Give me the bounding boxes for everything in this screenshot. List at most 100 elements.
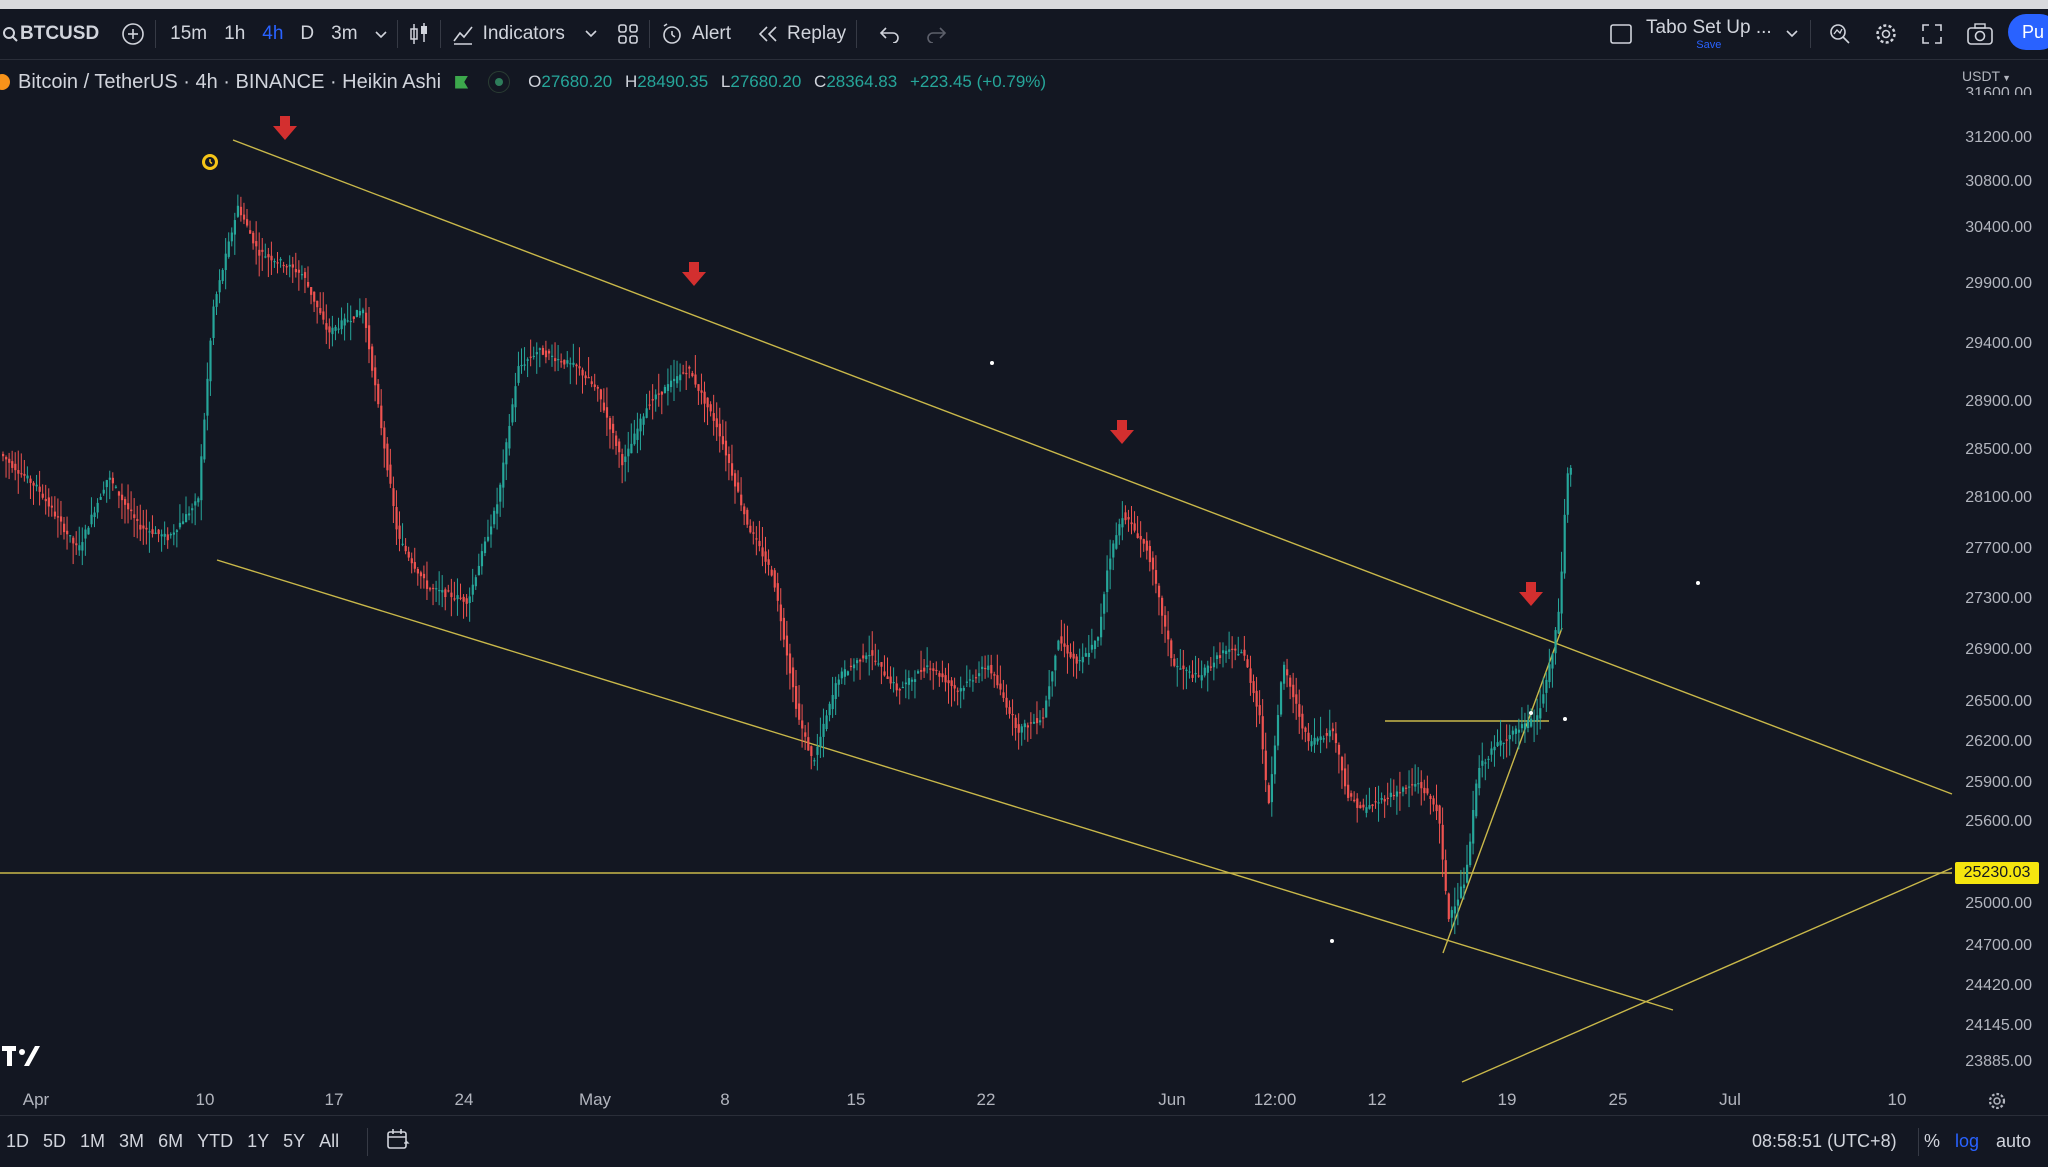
range-button-1m[interactable]: 1M (80, 1131, 106, 1151)
candle-body (1023, 723, 1026, 728)
clock[interactable]: 08:58:51 (UTC+8) (1752, 1131, 1897, 1151)
templates-button[interactable] (617, 9, 639, 59)
candle-body (130, 509, 133, 512)
candle-body (959, 688, 962, 692)
currency-selector[interactable]: USDT ▼ (1962, 68, 2011, 84)
candle-body (1124, 512, 1127, 521)
fullscreen-button[interactable] (1921, 9, 1943, 59)
candle-body (1057, 640, 1060, 650)
alert-clock-icon[interactable] (202, 154, 218, 170)
percent-toggle[interactable]: % (1924, 1131, 1941, 1151)
candle-body (1408, 786, 1411, 788)
candle-body (1279, 682, 1283, 715)
range-button-ytd[interactable]: YTD (197, 1131, 234, 1151)
chart-legend: Bitcoin / TetherUS · 4h · BINANCE · Heik… (0, 66, 1054, 98)
candle-body (682, 372, 685, 374)
range-button-1y[interactable]: 1Y (247, 1131, 270, 1151)
indicators-dropdown[interactable] (585, 9, 597, 59)
candle-body (560, 361, 563, 363)
interval-dropdown-icon[interactable] (374, 23, 387, 45)
candle-body (166, 534, 169, 541)
candle-body (862, 655, 865, 659)
trendlines[interactable] (0, 139, 1953, 1083)
candle-body (813, 760, 816, 762)
publish-button[interactable]: Pu (2008, 14, 2048, 50)
symbol-search[interactable]: BTCUSD (2, 9, 99, 59)
down-arrow-marker (1519, 582, 1543, 606)
range-button-5y[interactable]: 5Y (283, 1131, 306, 1151)
flag-icon[interactable] (455, 75, 469, 89)
range-button-6m[interactable]: 6M (158, 1131, 184, 1151)
grid-icon (618, 24, 638, 44)
candle-body (352, 316, 355, 319)
chart-type-button[interactable] (408, 9, 430, 59)
candle-body (47, 497, 50, 507)
candle-body (1530, 718, 1533, 727)
candle-body (468, 596, 471, 604)
candle-body (743, 506, 746, 515)
alert-button[interactable]: Alert (660, 9, 731, 59)
candle-body (1340, 757, 1344, 771)
candle-body (35, 484, 38, 487)
candle-body (303, 272, 307, 278)
compare-button[interactable] (121, 9, 145, 59)
candle-body (1273, 745, 1277, 775)
candle-body (422, 573, 426, 579)
candle-body (1252, 681, 1255, 694)
price-label: 29900.00 (1965, 275, 2032, 292)
replay-button[interactable]: Replay (757, 9, 846, 59)
quick-search-button[interactable] (1828, 9, 1852, 59)
candle-body (788, 653, 792, 674)
candle-body (133, 514, 136, 518)
candle-body (1423, 787, 1426, 794)
candle-body (1371, 804, 1374, 807)
candle-body (1331, 728, 1334, 732)
redo-icon (927, 27, 947, 43)
breakout-trendline (1442, 627, 1563, 954)
goto-date-button[interactable] (386, 1128, 410, 1155)
candle-body (404, 545, 407, 552)
candle-body (1225, 650, 1228, 655)
candle-body (392, 488, 395, 507)
undo-button[interactable] (879, 9, 901, 59)
interval-3m[interactable]: 3m (331, 23, 358, 44)
layout-selector[interactable]: Tabo Set Up ... Save (1610, 9, 1798, 59)
candle-body (1508, 735, 1511, 740)
candle-body (511, 404, 514, 423)
auto-toggle[interactable]: auto (1996, 1131, 2032, 1151)
candle-body (105, 480, 108, 488)
divider (856, 20, 858, 48)
settings-button[interactable] (1874, 9, 1898, 59)
candle-body (532, 355, 535, 358)
candle-body (1008, 707, 1011, 714)
candle-body (709, 404, 712, 412)
log-toggle[interactable]: log (1955, 1131, 1980, 1151)
interval-15m[interactable]: 15m (170, 23, 208, 44)
range-button-1d[interactable]: 1D (6, 1131, 30, 1151)
interval-1h[interactable]: 1h (224, 23, 246, 44)
candle-body (776, 583, 779, 601)
indicators-button[interactable]: Indicators (451, 9, 565, 59)
range-button-5d[interactable]: 5D (43, 1131, 67, 1151)
snapshot-button[interactable] (1967, 9, 1993, 59)
candle-body (337, 328, 340, 330)
candle-body (612, 423, 615, 434)
candle-body (1017, 724, 1020, 733)
candle-body (221, 269, 224, 282)
candle-body (374, 367, 377, 386)
axis-settings-button[interactable] (1987, 1091, 2007, 1116)
undo-icon (880, 27, 899, 43)
chevron-down-icon (1786, 30, 1798, 38)
candle-body (493, 510, 496, 525)
date-range-group: 1D 5D 1M 3M 6M YTD 1Y 5Y All (0, 1131, 339, 1152)
range-button-all[interactable]: All (319, 1131, 340, 1151)
candle-body (721, 436, 724, 445)
candle-body (520, 364, 523, 367)
redo-button[interactable] (925, 9, 947, 59)
candle-body (313, 291, 316, 302)
time-label: Jun (1158, 1090, 1186, 1109)
interval-4h[interactable]: 4h (262, 23, 284, 44)
interval-d[interactable]: D (300, 23, 315, 44)
range-button-3m[interactable]: 3M (119, 1131, 145, 1151)
